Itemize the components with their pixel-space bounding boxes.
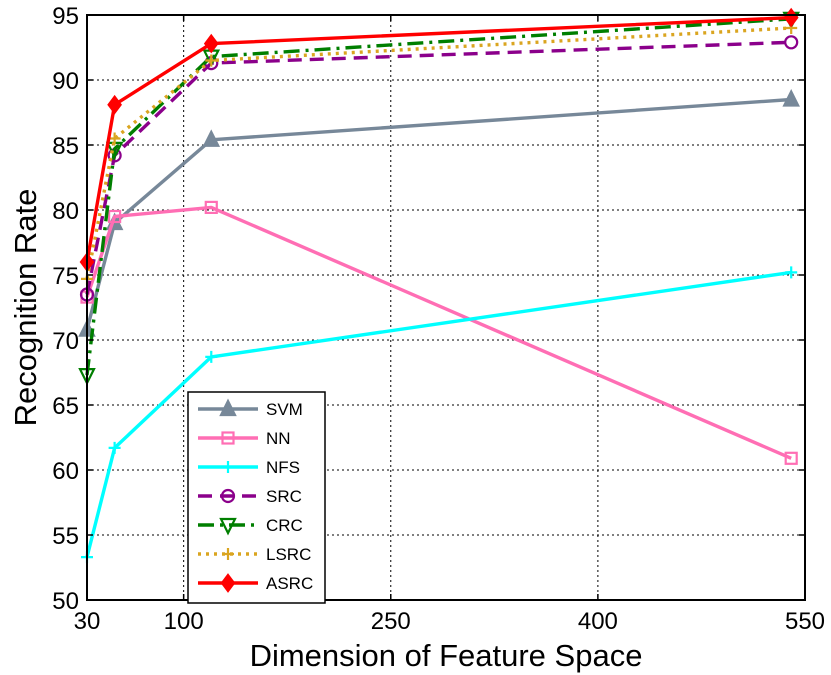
data-point-nfs xyxy=(785,266,798,279)
series-line-crc xyxy=(85,17,792,376)
data-point-nfs xyxy=(108,441,121,454)
y-tick-label: 90 xyxy=(52,68,79,95)
series-line-nn xyxy=(85,205,792,460)
tick-layer: 30 100 250 400 550 50 55 60 65 70 75 80 85 90 95 xyxy=(52,3,825,635)
legend-marker xyxy=(219,398,237,417)
legend-item-nn: NN xyxy=(198,429,291,448)
legend-marker xyxy=(222,548,234,560)
legend-marker xyxy=(222,461,234,473)
data-point-nn xyxy=(784,451,798,465)
data-point-svm xyxy=(782,89,800,107)
legend-label: NFS xyxy=(266,458,300,477)
x-tick-label: 550 xyxy=(785,608,825,635)
legend-label: LSRC xyxy=(266,545,311,564)
y-tick-label: 60 xyxy=(52,458,79,485)
data-point-lsrc xyxy=(108,132,121,145)
data-point-asrc xyxy=(107,94,122,115)
series-crc xyxy=(78,11,800,386)
y-tick-label: 70 xyxy=(52,328,79,355)
legend-item-asrc: ASRC xyxy=(198,573,313,593)
series-line-src xyxy=(85,40,792,295)
data-point-lsrc xyxy=(205,54,218,67)
series-line-lsrc xyxy=(85,26,792,280)
series-line-nfs xyxy=(85,270,792,558)
data-point-nn xyxy=(108,209,122,224)
data-point-nfs xyxy=(205,350,218,363)
x-tick-label: 250 xyxy=(371,608,411,635)
y-tick-label: 80 xyxy=(52,198,79,225)
series-line-asrc xyxy=(85,15,792,263)
series-svm xyxy=(78,89,800,337)
series-asrc xyxy=(79,7,799,272)
legend-item-nfs: NFS xyxy=(198,458,300,477)
data-point-svm xyxy=(202,129,221,147)
legend-item-lsrc: LSRC xyxy=(198,545,311,564)
x-tick-label: 100 xyxy=(164,608,204,635)
legend-item-svm: SVM xyxy=(198,398,303,419)
y-tick-label: 65 xyxy=(52,393,79,420)
legend-label: SRC xyxy=(266,487,302,506)
x-axis-label: Dimension of Feature Space xyxy=(250,638,643,673)
y-tick-label: 85 xyxy=(52,133,79,160)
data-point-asrc xyxy=(203,33,219,54)
x-tick-label: 30 xyxy=(74,608,101,635)
x-tick-label: 400 xyxy=(578,608,618,635)
y-tick-label: 50 xyxy=(52,588,79,615)
series-line-svm xyxy=(85,97,792,331)
legend-marker xyxy=(220,573,236,593)
y-axis-label: Recognition Rate xyxy=(8,189,43,427)
legend-marker xyxy=(220,488,236,504)
legend-label: NN xyxy=(266,429,291,448)
data-point-src xyxy=(784,35,799,50)
data-point-nn xyxy=(204,200,218,214)
plot-frame xyxy=(86,14,806,601)
legend-marker xyxy=(221,431,235,445)
series-layer xyxy=(78,7,800,564)
legend-label: SVM xyxy=(266,400,303,419)
y-tick-label: 55 xyxy=(52,523,79,550)
series-src xyxy=(79,35,799,302)
legend-marker xyxy=(219,517,237,536)
y-tick-label: 95 xyxy=(52,3,79,30)
y-tick-label: 75 xyxy=(52,263,79,290)
legend-label: ASRC xyxy=(266,574,313,593)
legend-item-crc: CRC xyxy=(198,516,303,536)
legend: SVM NN NFS SRC CRC LSRC ASRC xyxy=(187,391,326,604)
legend-item-src: SRC xyxy=(198,487,302,506)
legend-label: CRC xyxy=(266,516,303,535)
series-lsrc xyxy=(81,22,798,285)
